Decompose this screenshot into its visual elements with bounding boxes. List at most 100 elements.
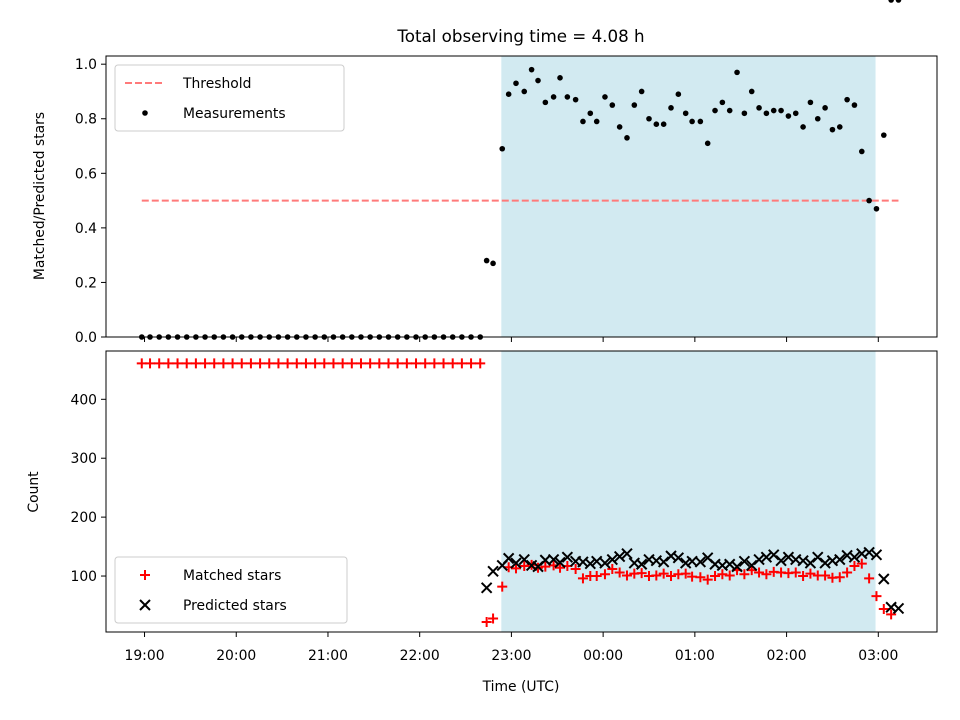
predicted-stars-point: [731, 560, 743, 573]
measurements-point: [572, 96, 579, 103]
predicted-stars-point: [613, 550, 626, 563]
predicted-stars-point: [848, 551, 861, 563]
legend-label: Predicted stars: [183, 598, 287, 614]
measurements-point: [580, 118, 586, 125]
matched-stars-point: [319, 358, 330, 369]
y-tick-label: 300: [70, 451, 97, 467]
ratio-y-axis: 0.0 0.2 0.4 0.6 0.8 1.0: [75, 57, 106, 346]
predicted-stars-point: [819, 557, 831, 569]
matched-stars-point: [871, 591, 882, 602]
measurements-point: [734, 69, 740, 76]
matched-stars-point: [475, 358, 486, 369]
measurements-point: [785, 113, 792, 119]
x-tick-label: 20:00: [216, 648, 256, 664]
predicted-stars-point: [518, 553, 530, 566]
measurements-point: [866, 197, 872, 204]
matched-stars-point: [429, 358, 440, 369]
matched-stars-point: [798, 571, 809, 582]
measurements-point: [814, 115, 821, 122]
matched-stars-point: [680, 568, 691, 579]
x-axis-label: Time (UTC): [482, 679, 560, 695]
matched-stars-point: [255, 358, 266, 369]
measurements-point: [660, 121, 667, 128]
predicted-stars-point: [591, 555, 603, 568]
ratio-legend: Threshold Measurements: [114, 64, 345, 132]
measurements-point: [602, 94, 608, 100]
measurements-point: [844, 96, 850, 103]
matched-stars-point: [438, 358, 449, 369]
measurements-point: [593, 118, 600, 125]
observing-window-shade: [501, 351, 876, 632]
measurements-point: [564, 94, 571, 100]
matched-stars-point: [456, 358, 467, 369]
measurements-point: [748, 88, 755, 95]
matched-stars-point: [236, 358, 247, 369]
matched-stars-point: [724, 570, 735, 581]
predicted-stars-point: [760, 551, 773, 563]
matched-stars-point: [790, 567, 801, 578]
x-tick-label: 22:00: [400, 648, 440, 664]
measurements-point: [646, 115, 652, 122]
predicted-stars-point: [724, 558, 736, 570]
measurements-point: [792, 110, 799, 117]
predicted-stars-point: [547, 553, 560, 566]
matched-stars-point: [886, 609, 897, 620]
matched-stars-point: [273, 358, 284, 369]
matched-stars-point: [739, 569, 750, 580]
ratio-ylabel: Matched/Predicted stars: [32, 112, 48, 280]
y-tick-label: 1.0: [75, 57, 97, 73]
legend-box: [114, 64, 345, 132]
matched-stars-point: [355, 358, 366, 369]
predicted-stars-point: [606, 553, 619, 566]
matched-stars-point: [374, 358, 385, 369]
measurements-point: [550, 94, 557, 100]
matched-stars-point: [820, 570, 831, 581]
observing-window-shade: [501, 56, 876, 337]
matched-stars-point: [282, 358, 293, 369]
measurements-point: [712, 107, 718, 114]
measurements-point: [800, 124, 806, 130]
matched-stars-point: [481, 616, 492, 627]
matched-stars-point: [761, 569, 772, 580]
matched-stars-point: [702, 574, 713, 585]
measurements-point: [483, 257, 490, 264]
y-tick-label: 100: [70, 569, 97, 585]
measurements-point: [895, 0, 902, 3]
predicted-stars-point: [635, 558, 648, 570]
measurements-point: [873, 205, 880, 212]
x-tick-label: 02:00: [767, 648, 807, 664]
predicted-stars-point: [561, 551, 574, 563]
predicted-stars-point: [768, 549, 780, 561]
matched-stars-point: [420, 358, 431, 369]
measurements-point: [542, 99, 549, 106]
matched-stars-point: [570, 563, 581, 574]
predicted-stars-point: [863, 546, 875, 559]
measurements-point: [778, 107, 784, 114]
predicted-stars-point: [812, 551, 824, 563]
y-tick-label: 400: [70, 392, 97, 408]
matched-stars-point: [717, 569, 728, 580]
measurements-point: [741, 110, 748, 117]
matched-stars-point: [218, 358, 229, 369]
matched-stars-point: [145, 358, 156, 369]
measurements-point: [763, 110, 770, 117]
matched-stars-point: [651, 570, 662, 581]
predicted-stars-point: [738, 555, 751, 568]
measurements-point: [535, 77, 541, 84]
matched-stars-point: [510, 563, 521, 574]
matched-stars-point: [337, 358, 348, 369]
predicted-stars-point: [746, 559, 758, 572]
predicted-stars-point: [892, 602, 905, 615]
count-ylabel: Count: [26, 471, 42, 513]
y-tick-label: 0.4: [75, 221, 97, 237]
x-tick-label: 21:00: [308, 648, 348, 664]
predicted-stars-point: [694, 556, 707, 568]
measurements-point: [689, 118, 695, 125]
matched-stars-point: [614, 567, 625, 578]
predicted-stars-point: [870, 549, 883, 561]
y-tick-label: 0.6: [75, 166, 97, 182]
predicted-stars-point: [584, 557, 596, 570]
measurements-point: [770, 107, 777, 114]
y-tick-label: 0.2: [75, 275, 97, 291]
